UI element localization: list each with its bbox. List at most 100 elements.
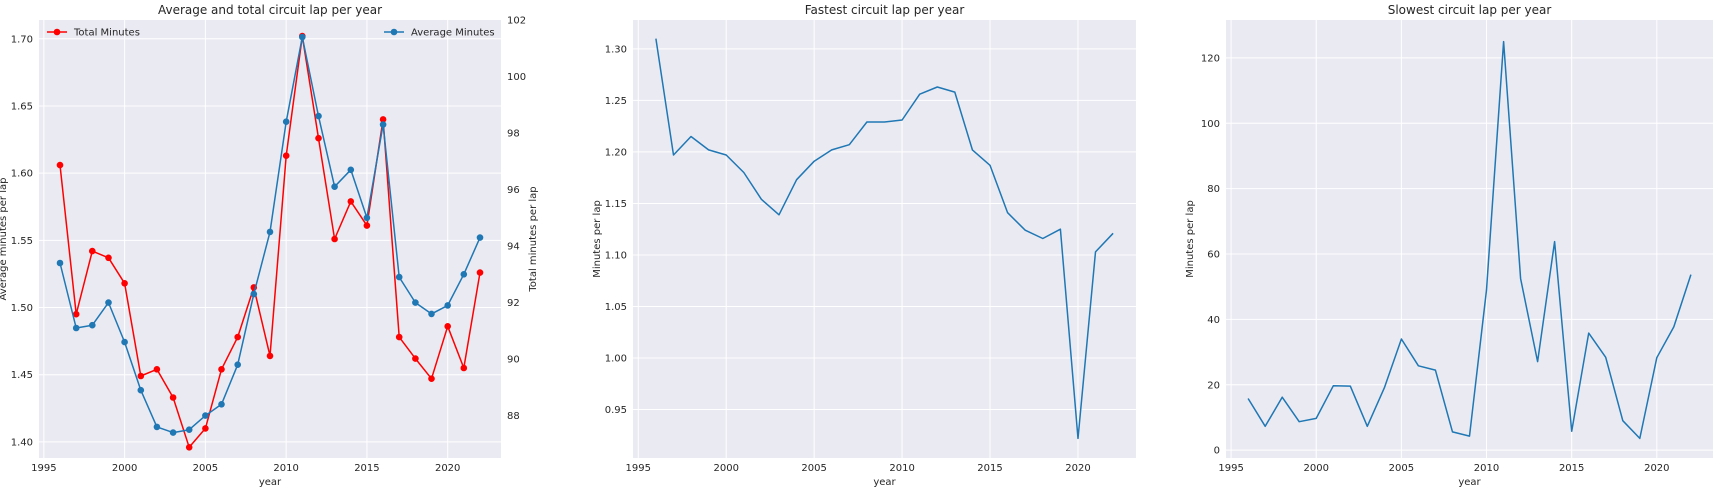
chart-title: Average and total circuit lap per year [158, 3, 382, 17]
y-right-tick-label: 92 [507, 298, 520, 309]
x-axis-label: year [1458, 477, 1481, 488]
series-point [105, 254, 112, 262]
series-point [137, 386, 145, 394]
y-tick-label: 0.95 [605, 405, 627, 416]
series-point [56, 161, 64, 169]
series-point [299, 33, 306, 41]
legend-label: Total Minutes [73, 28, 140, 39]
x-tick-label: 1995 [626, 463, 651, 474]
series-point [153, 423, 161, 431]
y-tick-label: 1.30 [605, 44, 627, 55]
series-point [121, 280, 128, 287]
y-axis-label: Average minutes per lap [0, 178, 9, 301]
chart-title: Slowest circuit lap per year [1388, 3, 1552, 17]
y-tick-label: 1.15 [605, 199, 627, 210]
series-point [347, 166, 355, 174]
legend-swatch-marker [390, 28, 398, 36]
series-point [412, 355, 419, 362]
series-point [395, 273, 403, 281]
x-axis-label: year [873, 477, 896, 488]
series-point [379, 121, 387, 128]
series-point [428, 310, 435, 318]
y-right-tick-label: 100 [507, 72, 526, 83]
y-right-tick-label: 96 [507, 185, 520, 196]
series-point [395, 333, 403, 341]
series-point [412, 299, 419, 306]
series-point [56, 259, 64, 267]
x-tick-label: 1995 [31, 463, 56, 474]
series-point [331, 235, 338, 243]
series-point [363, 214, 371, 222]
series-point [476, 234, 484, 241]
y-tick-label: 1.10 [605, 250, 627, 261]
series-point [218, 366, 225, 373]
y-tick-label: 100 [1201, 119, 1220, 130]
series-point [137, 372, 145, 380]
series-point [169, 429, 177, 436]
y-tick-label: 1.05 [605, 302, 627, 313]
x-tick-label: 2015 [977, 463, 1002, 474]
x-tick-label: 2010 [273, 463, 298, 474]
y-tick-label: 1.40 [11, 437, 33, 448]
y-right-tick-label: 88 [507, 411, 520, 422]
series-point [428, 375, 435, 383]
x-tick-label: 2000 [1304, 463, 1329, 474]
y-right-tick-label: 94 [507, 242, 520, 253]
chart-panel-2: 1995 2000 2005 2010 2015 2020 0.95 1.00 1.05 1.10… [592, 3, 1136, 488]
x-tick-label: 2005 [801, 463, 826, 474]
y-right-tick-label: 98 [507, 129, 520, 140]
series-line-1 [1247, 40, 1692, 440]
series-point [315, 112, 322, 120]
x-tick-label: 2000 [713, 463, 738, 474]
series-point [250, 290, 258, 298]
x-tick-label: 2020 [1644, 463, 1669, 474]
x-tick-label: 2005 [1389, 463, 1414, 474]
series-point [460, 364, 468, 372]
y-tick-label: 80 [1207, 184, 1220, 195]
y-tick-label: 60 [1207, 250, 1220, 261]
series-point [105, 299, 112, 306]
series-point [153, 366, 161, 373]
series-point [202, 412, 209, 419]
x-tick-label: 2010 [889, 463, 914, 474]
y-tick-label: 1.70 [11, 34, 33, 45]
series-point [169, 394, 177, 401]
series-point [266, 352, 274, 360]
series-point [234, 333, 241, 341]
y-right-tick-label: 102 [507, 16, 526, 27]
series-point [331, 183, 338, 190]
y-tick-label: 20 [1207, 380, 1220, 391]
legend-label: Average Minutes [411, 28, 495, 39]
x-tick-label: 2015 [1559, 463, 1584, 474]
y-tick-label: 40 [1207, 315, 1220, 326]
series-line-1 [655, 38, 1114, 440]
series-point [202, 425, 209, 432]
chart-panel-1: 1995 2000 2005 2010 2015 2020 1.40 1.45 1.50 1.55… [0, 3, 539, 488]
y-tick-label: 1.55 [11, 236, 33, 247]
y-tick-label: 1.25 [605, 96, 627, 107]
y-axis-label: Minutes per lap [1185, 200, 1196, 278]
x-tick-label: 2000 [112, 463, 137, 474]
chart-title: Fastest circuit lap per year [805, 3, 965, 17]
series-point [218, 401, 225, 408]
series-point [282, 152, 290, 159]
series-point [89, 247, 96, 255]
x-tick-label: 1995 [1218, 463, 1243, 474]
x-tick-label: 2010 [1474, 463, 1499, 474]
series-point [185, 444, 193, 451]
series-point [185, 426, 193, 434]
plot-area [39, 20, 501, 458]
y-tick-label: 0 [1214, 446, 1220, 457]
x-tick-label: 2020 [1065, 463, 1090, 474]
x-tick-label: 2015 [354, 463, 379, 474]
series-point [315, 134, 322, 142]
chart-panel-3: 1995 2000 2005 2010 2015 2020 0 20 40 60 80 100 120 S… [1185, 3, 1713, 488]
series-point [234, 361, 241, 369]
series-point [72, 324, 80, 332]
x-axis-label: year [259, 477, 282, 488]
series-point [282, 118, 290, 125]
y-tick-label: 1.60 [11, 169, 33, 180]
legend-swatch-marker [53, 28, 61, 36]
series-point [444, 323, 452, 330]
